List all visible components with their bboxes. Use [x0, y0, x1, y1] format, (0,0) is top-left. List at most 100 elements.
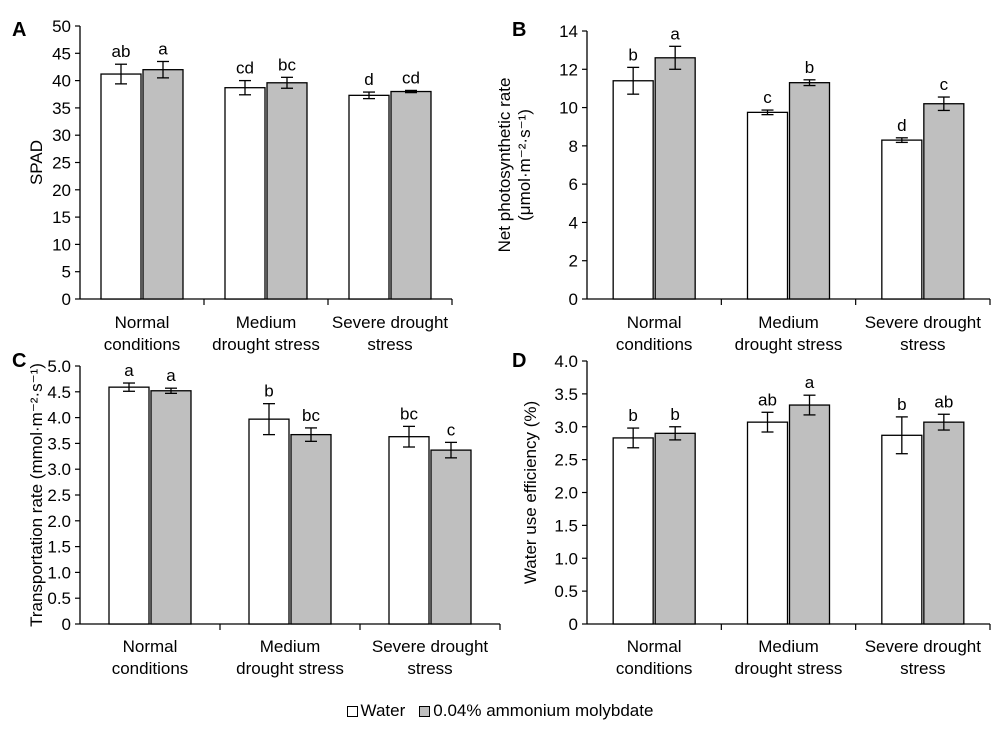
chart-panel-a: A 0 5 10 15 20 25 30 35 40 45 50 SPAD ab a Normal condit… [12, 17, 453, 354]
y-tick-label: 3.0 [554, 418, 578, 437]
bar-water [348, 94, 390, 300]
y-tick-label: 4 [569, 213, 578, 232]
y-tick-label: 2.0 [47, 512, 71, 531]
legend-swatch-water [346, 705, 358, 717]
x-category-label: Medium [758, 637, 818, 656]
bar-water [746, 421, 789, 625]
legend-item-molybdate: 0.04% ammonium molybdate [419, 701, 653, 721]
y-tick-label: 4.5 [47, 383, 71, 402]
y-tick-label: 1.0 [47, 563, 71, 582]
x-category-label: Medium [758, 313, 818, 332]
significance-letter: a [124, 361, 134, 380]
x-category-label: stress [367, 335, 412, 354]
bar-water [881, 139, 923, 300]
significance-letter: cd [402, 68, 420, 87]
y-tick-label: 50 [52, 17, 71, 36]
y-tick-label: 5 [62, 263, 71, 282]
significance-letter: c [763, 88, 772, 107]
significance-letter: ab [934, 392, 953, 411]
x-category-label: drought stress [735, 659, 843, 678]
bar-water [224, 87, 266, 300]
bar-molybdate [142, 69, 184, 300]
y-tick-label: 1.5 [47, 538, 71, 557]
y-tick-label: 5.0 [47, 357, 71, 376]
y-tick-label: 14 [559, 22, 578, 41]
y-tick-label: 8 [569, 137, 578, 156]
x-category-label: Normal [627, 313, 682, 332]
y-tick-label: 25 [52, 154, 71, 173]
y-tick-label: 6 [569, 175, 578, 194]
y-tick-label: 0 [62, 290, 71, 309]
significance-letter: b [628, 406, 637, 425]
x-category-label: Severe drought [372, 637, 489, 656]
significance-letter: b [670, 405, 679, 424]
y-tick-label: 4.0 [554, 352, 578, 371]
y-tick-label: 2.5 [47, 486, 71, 505]
y-axis-label: (μmol·m⁻²·s⁻¹) [515, 109, 534, 221]
x-category-label: Medium [236, 313, 296, 332]
bar-molybdate [390, 90, 432, 300]
panel-label: D [512, 350, 526, 372]
significance-letter: b [264, 382, 273, 401]
legend-swatch-molybdate [419, 705, 431, 717]
y-tick-label: 2.5 [554, 451, 578, 470]
x-category-label: stress [407, 659, 452, 678]
significance-letter: bc [400, 404, 418, 423]
x-category-label: Severe drought [865, 313, 982, 332]
significance-letter: b [805, 58, 814, 77]
x-category-label: Normal [627, 637, 682, 656]
y-axis-label: Water use efficiency (%) [521, 401, 540, 584]
legend-label-molybdate: 0.04% ammonium molybdate [433, 701, 654, 720]
bar-water [248, 418, 290, 625]
x-category-label: Medium [260, 637, 320, 656]
significance-letter: d [897, 116, 906, 135]
significance-letter: bc [278, 55, 296, 74]
legend-item-water: Water [346, 701, 405, 721]
y-tick-label: 15 [52, 208, 71, 227]
y-tick-label: 10 [559, 99, 578, 118]
bar-molybdate [430, 449, 472, 625]
y-tick-label: 30 [52, 126, 71, 145]
significance-letter: b [897, 395, 906, 414]
y-tick-label: 1.5 [554, 516, 578, 535]
bar-molybdate [788, 404, 831, 625]
x-category-label: stress [900, 335, 945, 354]
legend: Water 0.04% ammonium molybdate [0, 697, 1000, 725]
bar-molybdate [150, 390, 192, 625]
significance-letter: a [805, 373, 815, 392]
x-category-label: Normal [115, 313, 170, 332]
y-tick-label: 4.0 [47, 409, 71, 428]
y-tick-label: 3.0 [47, 460, 71, 479]
y-tick-label: 35 [52, 99, 71, 118]
y-tick-label: 0 [569, 615, 578, 634]
y-tick-label: 10 [52, 235, 71, 254]
bar-molybdate [788, 82, 831, 300]
significance-letter: d [364, 70, 373, 89]
bar-water [612, 80, 654, 300]
y-tick-label: 3.5 [47, 434, 71, 453]
x-category-label: Severe drought [332, 313, 449, 332]
x-category-label: drought stress [236, 659, 344, 678]
x-category-label: drought stress [212, 335, 320, 354]
bar-molybdate [923, 103, 965, 300]
bar-molybdate [654, 57, 696, 300]
y-tick-label: 45 [52, 44, 71, 63]
bar-molybdate [923, 421, 965, 625]
panel-label: C [12, 350, 26, 372]
significance-letter: bc [302, 406, 320, 425]
y-axis-label: SPAD [27, 140, 46, 185]
y-tick-label: 2 [569, 252, 578, 271]
x-category-label: conditions [112, 659, 189, 678]
panel-label: A [12, 19, 26, 41]
bar-molybdate [290, 433, 332, 625]
x-category-label: conditions [104, 335, 181, 354]
significance-letter: a [670, 24, 680, 43]
significance-letter: c [447, 420, 456, 439]
y-tick-label: 2.0 [554, 484, 578, 503]
y-tick-label: 1.0 [554, 549, 578, 568]
panel-label: B [512, 19, 526, 41]
bar-water [746, 111, 789, 300]
x-category-label: conditions [616, 659, 693, 678]
significance-letter: b [628, 45, 637, 64]
y-tick-label: 12 [559, 60, 578, 79]
